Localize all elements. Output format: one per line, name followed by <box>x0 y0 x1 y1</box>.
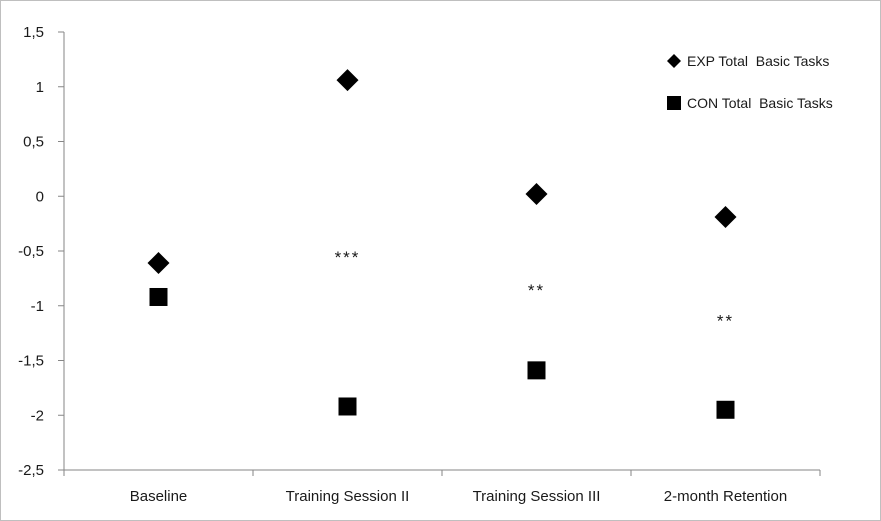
x-tick-label: Training Session II <box>286 488 410 505</box>
legend-label: CON Total Basic Tasks <box>687 95 833 111</box>
con-data-point <box>527 361 546 380</box>
y-tick-label: 1 <box>36 79 44 96</box>
x-tick-label: 2-month Retention <box>664 488 787 505</box>
exp-data-point <box>714 206 737 229</box>
significance-label: ** <box>717 312 734 331</box>
y-tick-label: 0,5 <box>23 134 44 151</box>
y-tick-label: -2,5 <box>18 462 44 479</box>
legend: EXP Total Basic Tasks CON Total Basic Tas… <box>667 53 833 111</box>
significance-label: ** <box>528 281 545 300</box>
con-data-point <box>149 287 168 306</box>
significance-label: *** <box>335 248 361 267</box>
x-tick-label: Training Session III <box>473 488 601 505</box>
y-tick-label: -2 <box>31 407 44 424</box>
con-data-point <box>716 400 735 419</box>
data-markers <box>147 69 737 419</box>
y-tick-label: 0 <box>36 188 44 205</box>
significance-annotations: ******* <box>335 248 734 331</box>
exp-data-point <box>525 183 548 206</box>
y-tick-label: -1,5 <box>18 353 44 370</box>
legend-marker-diamond <box>667 54 681 68</box>
legend-label: EXP Total Basic Tasks <box>687 53 829 69</box>
y-tick-label: -1 <box>31 298 44 315</box>
y-tick-label: 1,5 <box>23 24 44 41</box>
axes: 1,5 1 0,5 0 -0,5 -1 -1,5 -2 -2,5 Baseline Training… <box>18 24 821 505</box>
exp-data-point <box>147 252 170 275</box>
y-tick-label: -0,5 <box>18 243 44 260</box>
con-data-point <box>338 397 357 416</box>
exp-data-point <box>336 69 359 92</box>
x-tick-label: Baseline <box>130 488 188 505</box>
legend-marker-square <box>667 96 681 110</box>
